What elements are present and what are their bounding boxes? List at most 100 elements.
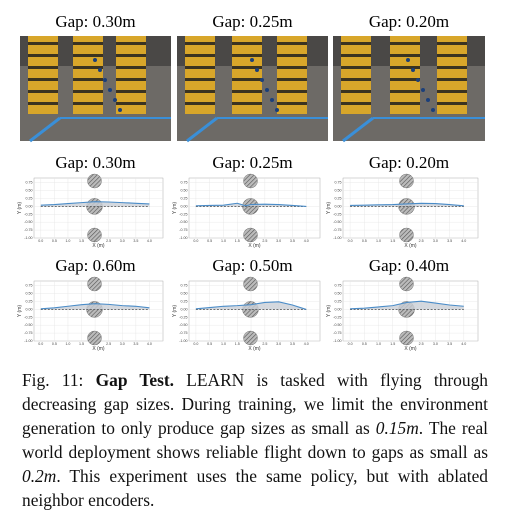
x-tick-label: 0.5 (362, 342, 367, 346)
drone (416, 78, 420, 82)
pillar-band (116, 54, 146, 57)
pillar-band (277, 78, 307, 81)
y-tick-label: 0.75 (335, 181, 342, 185)
drone (406, 58, 410, 62)
y-tick-label: -1.00 (333, 339, 341, 343)
x-tick-label: 4.0 (147, 239, 152, 243)
pillar (232, 36, 262, 114)
pillar (185, 36, 215, 114)
pillar (390, 36, 420, 114)
y-tick-label: -0.75 (179, 228, 187, 232)
trajectory-line (350, 300, 464, 310)
x-tick-label: 0.5 (207, 239, 212, 243)
pillar-band (185, 90, 215, 93)
pillar-band (390, 102, 420, 105)
trajectory-area (40, 303, 150, 310)
x-tick-label: 3.5 (447, 239, 452, 243)
drone (265, 88, 269, 92)
chart-title: Gap: 0.30m (55, 153, 135, 172)
caption-math: 0.15m (375, 418, 419, 438)
drone (255, 68, 259, 72)
pillar (277, 36, 307, 114)
pillar (73, 36, 103, 114)
x-tick-label: 1.5 (79, 342, 84, 346)
chart-title: Gap: 0.25m (212, 153, 292, 172)
pillar-band (116, 66, 146, 69)
pillar-band (277, 90, 307, 93)
pillar-band (28, 42, 58, 45)
pillar-band (390, 66, 420, 69)
x-tick-label: 3.5 (133, 342, 138, 346)
x-tick-label: 4.0 (461, 239, 466, 243)
drone (118, 108, 122, 112)
pillar-band (232, 42, 262, 45)
pillar-band (437, 54, 467, 57)
y-tick-label: -1.00 (24, 339, 32, 343)
drone (411, 68, 415, 72)
obstacle (243, 276, 258, 292)
pillar-band (185, 54, 215, 57)
x-tick-label: 0.5 (362, 239, 367, 243)
pillar-band (341, 42, 371, 45)
x-tick-label: 2.5 (262, 239, 267, 243)
y-tick-label: 0.50 (26, 292, 33, 296)
caption-text: . This experiment uses the same policy, … (22, 466, 488, 510)
y-tick-label: 0.00 (181, 307, 188, 311)
y-tick-label: -0.50 (333, 323, 341, 327)
pillar-band (341, 90, 371, 93)
y-tick-label: -1.00 (179, 236, 187, 240)
drone (108, 88, 112, 92)
x-tick-label: 3.5 (447, 342, 452, 346)
y-tick-label: 0.50 (181, 189, 188, 193)
x-tick-label: 1.5 (390, 342, 395, 346)
obstacle (87, 276, 102, 292)
x-tick-label: 1.5 (235, 239, 240, 243)
y-tick-label: 0.50 (335, 292, 342, 296)
y-tick-label: 0.25 (335, 196, 342, 200)
x-tick-label: 1.0 (376, 239, 381, 243)
y-tick-label: 0.75 (26, 284, 33, 288)
pillar-band (232, 102, 262, 105)
x-tick-label: 3.0 (433, 239, 438, 243)
caption: Fig. 11: Gap Test. LEARN is tasked with … (22, 368, 488, 512)
x-tick-label: 1.0 (221, 239, 226, 243)
y-tick-label: 0.25 (181, 196, 188, 200)
y-tick-label: -0.25 (24, 315, 32, 319)
x-tick-label: 3.5 (133, 239, 138, 243)
y-tick-label: -0.75 (24, 331, 32, 335)
pillar-band (232, 90, 262, 93)
x-tick-label: 4.0 (304, 342, 309, 346)
caption-math: 0.2m (22, 466, 57, 486)
x-tick-label: 1.0 (65, 342, 70, 346)
y-tick-label: -1.00 (333, 236, 341, 240)
y-tick-label: 0.00 (335, 307, 342, 311)
x-tick-label: 0.0 (38, 342, 43, 346)
y-tick-label: -0.25 (179, 315, 187, 319)
pillar (116, 36, 146, 114)
trajectory-area (195, 301, 307, 310)
y-tick-label: 0.00 (181, 204, 188, 208)
pillar-band (390, 54, 420, 57)
x-tick-label: 1.0 (376, 342, 381, 346)
obstacle (87, 330, 102, 346)
chart-title: Gap: 0.20m (369, 153, 449, 172)
obstacle (243, 227, 258, 243)
x-axis-label: X (m) (404, 346, 417, 352)
x-axis-label: X (m) (248, 346, 261, 352)
pillar-band (73, 66, 103, 69)
pillar-band (28, 78, 58, 81)
pillar-band (437, 66, 467, 69)
y-tick-label: -1.00 (24, 236, 32, 240)
obstacle (87, 173, 102, 189)
y-tick-label: 0.75 (181, 284, 188, 288)
y-tick-label: -0.75 (333, 228, 341, 232)
pillar-band (185, 42, 215, 45)
drone (270, 98, 274, 102)
y-axis-label: Y (m) (17, 202, 23, 214)
x-tick-label: 0.5 (207, 342, 212, 346)
x-tick-label: 0.0 (348, 342, 353, 346)
caption-label: Fig. 11: (22, 370, 84, 390)
floor-tape (342, 116, 374, 143)
y-tick-label: -0.50 (179, 323, 187, 327)
